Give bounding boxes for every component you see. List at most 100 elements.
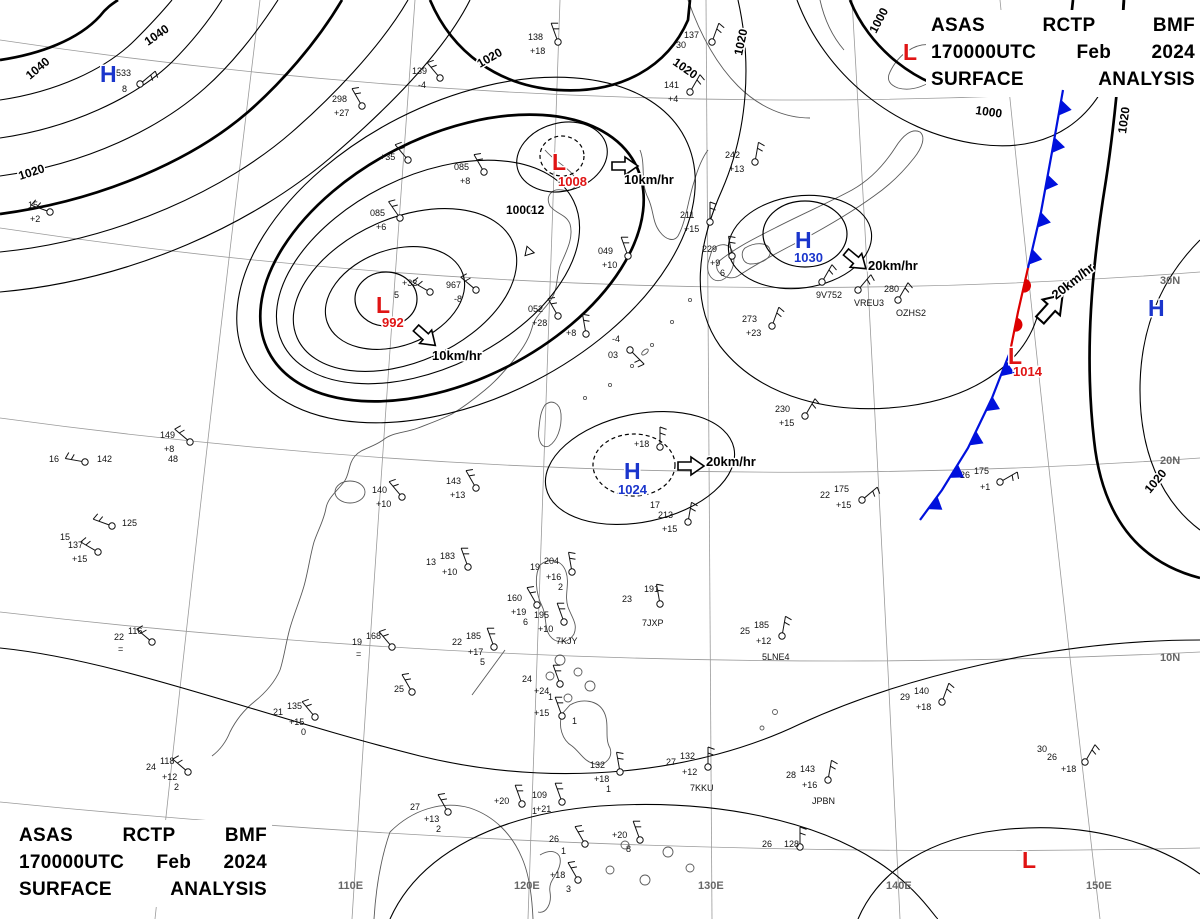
station-text: 7KKU <box>690 783 714 793</box>
station-text: +10 <box>442 567 457 577</box>
station-text: 2 <box>436 824 441 834</box>
station-text: 30 <box>676 40 686 50</box>
station-text: 168 <box>366 631 381 641</box>
lon-label: 120E <box>514 880 540 892</box>
station-text: 25 <box>740 626 750 636</box>
station-text: 229 <box>702 244 717 254</box>
station-text: -8 <box>454 294 462 304</box>
station-text: 26 <box>762 839 772 849</box>
station-text: +27 <box>334 108 349 118</box>
station-text: 1 <box>572 716 577 726</box>
station-text: 19 <box>352 637 362 647</box>
station-plot: 138+18 <box>528 22 562 56</box>
station-text: 23 <box>622 594 632 604</box>
station-plot: 049+10 <box>598 236 632 270</box>
station-plot: 23 191 7JXP <box>622 583 664 628</box>
title-word: BMF <box>224 825 267 846</box>
title-word: ASAS <box>931 15 985 36</box>
station-plot: VREU3 <box>854 274 884 308</box>
station-plot: 132 +181 <box>590 751 624 794</box>
station-text: +13 <box>450 490 465 500</box>
station-text: 211 <box>680 210 694 220</box>
station-text: 135 <box>287 701 302 711</box>
station-text: 03 <box>608 350 618 360</box>
station-plot: 26 +18 30 <box>1037 744 1100 774</box>
station-plot: +18 <box>634 426 667 451</box>
station-plot: 137 +15 15 <box>60 532 102 564</box>
station-text: 175 <box>974 466 989 476</box>
station-text: 149 <box>160 430 175 440</box>
station-text: 533 <box>116 68 131 78</box>
station-plot: 149 +848 <box>160 425 194 464</box>
station-text: +6 <box>376 222 386 232</box>
station-plot: 25 <box>394 672 416 696</box>
title-line-1: ASAS RCTP BMF <box>931 13 1195 40</box>
station-text: 15 <box>60 532 70 542</box>
station-plot: 211+15 <box>680 201 717 234</box>
station-text: 140 <box>372 485 387 495</box>
station-text: 1 <box>532 806 537 816</box>
station-text: 085 <box>370 208 385 218</box>
station-text: 230 <box>775 404 790 414</box>
station-plot: 22 185 +175 <box>452 627 498 667</box>
station-text: 213 <box>658 510 673 520</box>
station-text: +8 <box>460 176 470 186</box>
station-text: +12 <box>162 772 177 782</box>
station-text: +12 <box>756 636 771 646</box>
station-text: +15 <box>662 524 677 534</box>
title-word: RCTP <box>122 825 176 846</box>
station-text: +20 <box>612 830 627 840</box>
title-line-3: SURFACE ANALYSIS <box>931 67 1195 94</box>
station-text: +17 <box>468 647 483 657</box>
station-plot: 13 183 +10 <box>426 547 472 577</box>
station-text: +32 <box>402 278 417 288</box>
station-text: 26 <box>1047 752 1057 762</box>
title-word: 2024 <box>223 851 267 873</box>
station-text: +35 <box>380 152 395 162</box>
station-text: +15 <box>779 418 794 428</box>
station-text: 185 <box>754 620 769 630</box>
station-plot: 27 +132 <box>410 792 452 834</box>
station-text: 9V752 <box>816 290 842 300</box>
station-plot: 109 +21 <box>532 782 566 814</box>
station-text: 27 <box>666 757 676 767</box>
station-text: +15 <box>72 554 87 564</box>
station-text: 13 <box>426 557 436 567</box>
station-text: 6 <box>523 617 528 627</box>
station-plot: 085+6 <box>370 199 404 232</box>
station-plot: 213 +15 17 <box>650 500 698 534</box>
station-text: 28 <box>786 770 796 780</box>
station-text: +18 <box>916 702 931 712</box>
title-word: Feb <box>156 851 192 873</box>
station-text: +19 <box>511 607 526 617</box>
station-plot: 19 204 +162 <box>530 551 576 592</box>
station-text: OZHS2 <box>896 308 926 318</box>
title-line-3: SURFACE ANALYSIS <box>19 877 267 904</box>
station-text: 118 <box>160 756 174 766</box>
station-text: 24 <box>522 674 532 684</box>
station-text: VREU3 <box>854 298 884 308</box>
station-text: +16 <box>802 780 817 790</box>
station-plot: 230+15 <box>775 398 820 428</box>
station-text: 1 <box>606 784 611 794</box>
station-plot: +20 1 <box>494 784 537 816</box>
station-text: +21 <box>536 804 551 814</box>
station-text: 280 <box>884 284 899 294</box>
title-word: ASAS <box>19 825 73 846</box>
station-text: 15 <box>28 200 38 210</box>
station-text: 160 <box>507 593 522 603</box>
station-text: 137 <box>68 540 83 550</box>
station-text: +15 <box>684 224 699 234</box>
station-plot: 24 118 +122 <box>146 755 192 792</box>
title-word: Feb <box>1076 41 1112 63</box>
station-text: +13 <box>424 814 439 824</box>
station-plot: 085+8 <box>454 152 488 186</box>
station-text: 1 <box>561 846 566 856</box>
station-text: 22 <box>820 490 830 500</box>
station-plot: +183 <box>550 860 582 894</box>
station-text: 125 <box>122 518 137 528</box>
title-line-2: 170000UTC Feb 2024 <box>931 40 1195 67</box>
station-plot: 16 142 <box>49 452 112 466</box>
